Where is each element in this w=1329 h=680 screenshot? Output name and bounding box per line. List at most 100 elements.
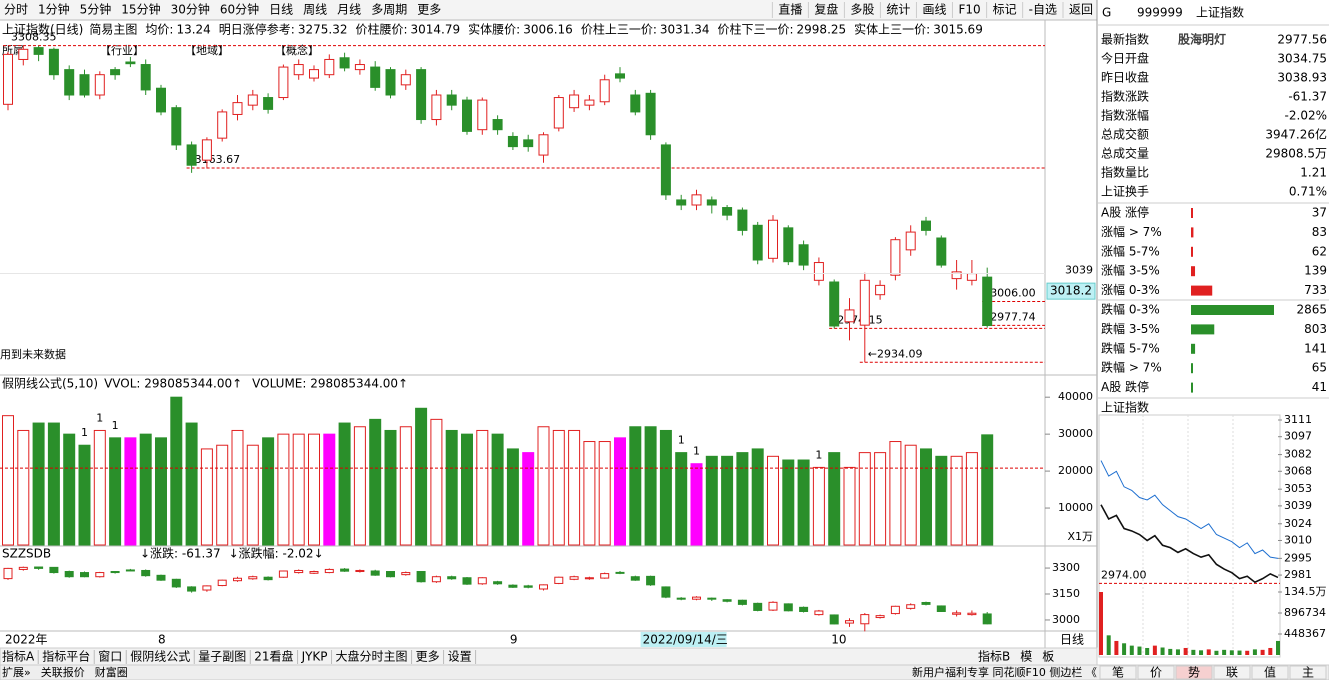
quote-value: 29808.5万 (1265, 147, 1327, 161)
volume-bar (2, 415, 14, 546)
volume-bar (63, 433, 76, 546)
nav-button[interactable]: 联 (1226, 666, 1238, 680)
tool-button[interactable]: 直播 (778, 3, 802, 17)
candle-body (354, 64, 365, 71)
indicator-tab[interactable]: 指标平台 (42, 649, 90, 664)
volume-bar (308, 433, 320, 546)
volume-bar (690, 463, 703, 546)
name: 上证指数 (1196, 5, 1244, 20)
volume-bar (277, 433, 290, 546)
volume-bar (200, 448, 213, 546)
indicator-tab[interactable]: 指标B (978, 649, 1010, 664)
tool-button[interactable]: 画线 (922, 3, 946, 17)
period-tab[interactable]: 15分钟 (121, 2, 160, 17)
intraday-volume-bar (1183, 647, 1188, 655)
signal-marker: 1 (112, 419, 119, 432)
period-tab[interactable]: 更多 (417, 3, 441, 17)
nav-button[interactable]: 主 (1302, 666, 1314, 680)
nav-button[interactable]: 价 (1150, 666, 1162, 680)
indicator-tab[interactable]: 量子副图 (198, 650, 246, 664)
intraday-volume-bar (1252, 649, 1257, 655)
quote-label: 总成交量 (1101, 146, 1149, 161)
mini-candle-body (860, 614, 870, 625)
nav-button[interactable]: 笔 (1112, 665, 1124, 680)
tool-button[interactable]: 标记 (993, 3, 1017, 17)
intraday-volume-bar (1260, 649, 1265, 655)
mini-candle-body (676, 597, 686, 600)
breadth-label: 跌幅 0-3% (1101, 302, 1160, 317)
candle-body (660, 144, 671, 196)
signal-marker: 1 (81, 426, 88, 439)
candle-body (798, 244, 809, 266)
period-tab[interactable]: 多周期 (371, 3, 407, 17)
y-tick-label: 896734 (1284, 606, 1326, 619)
nav-button[interactable]: 势 (1188, 666, 1200, 680)
volume-bar (583, 441, 596, 546)
quote-label: 最新指数 (1101, 32, 1149, 47)
tool-button[interactable]: 复盘 (814, 2, 838, 17)
candle-body (477, 99, 488, 131)
indicator-tab[interactable]: 窗口 (98, 650, 122, 664)
status-item[interactable]: 财富圈 (95, 665, 128, 679)
period-tab[interactable]: 周线 (303, 3, 327, 17)
mini-candle-body (3, 567, 13, 580)
mini-candle-body (508, 584, 518, 588)
period-tab[interactable]: 日线 (269, 3, 293, 17)
nav-button[interactable]: 值 (1264, 665, 1276, 680)
date-cursor: 2022/09/14/三 (643, 633, 728, 647)
candle-body (385, 69, 396, 96)
tool-button[interactable]: 返回 (1069, 3, 1093, 17)
period-label: 日线 (1060, 633, 1084, 647)
period-tab[interactable]: 5分钟 (80, 2, 112, 17)
breadth-bar (1191, 363, 1193, 374)
signal-marker: 1 (96, 411, 103, 424)
intraday-volume-bar (1237, 650, 1242, 655)
period-tab[interactable]: 30分钟 (171, 2, 210, 17)
toolbar-bg (0, 0, 1097, 20)
status-item[interactable]: 扩展» (2, 665, 31, 679)
indicator-tab[interactable]: 板 (1042, 650, 1054, 664)
cursor-box (1046, 282, 1096, 300)
indicator-tab[interactable]: 假阴线公式 (130, 650, 190, 664)
mini-candle-body (692, 596, 701, 600)
indicator-tab[interactable]: 模 (1020, 650, 1032, 664)
period-tab[interactable]: 1分钟 (38, 2, 70, 17)
indicator-tab[interactable]: 设置 (448, 650, 472, 664)
breadth-label: A股 跌停 (1101, 379, 1149, 394)
period-tab[interactable]: 分时 (4, 3, 28, 17)
candle-body (446, 94, 457, 106)
mini-candle-body (646, 575, 656, 586)
tool-button[interactable]: F10 (958, 3, 980, 17)
cursor-price: 3018.2 (1050, 284, 1092, 298)
signal-marker: 1 (815, 448, 822, 461)
mini-candle-body (737, 599, 747, 605)
period-tab[interactable]: 月线 (337, 3, 361, 17)
indicator-tab[interactable]: JYKP (301, 650, 328, 664)
volume-bar (384, 429, 397, 546)
candle-body (79, 74, 90, 96)
y-tick-label: 40000 (1058, 390, 1093, 403)
indicator-tab[interactable]: 指标A (2, 649, 35, 664)
volume-bar (430, 418, 443, 546)
mini-candle-body (278, 570, 288, 578)
mini-candle-body (707, 597, 717, 600)
indicator-tab[interactable]: 更多 (416, 650, 440, 664)
status-item[interactable]: 关联报价 (41, 665, 85, 679)
breadth-bar (1191, 227, 1194, 238)
reference-label: 3163.67 (195, 153, 241, 166)
volume-bar (17, 429, 30, 546)
indicator-tab[interactable]: 大盘分时主图 (336, 649, 408, 664)
tool-button[interactable]: 多股 (850, 3, 874, 17)
candle-body (768, 219, 778, 259)
indicator-tab[interactable]: 21看盘 (254, 649, 293, 664)
mini-candle-body (309, 571, 319, 574)
mini-candle-body (982, 613, 992, 625)
candle-body (599, 79, 610, 103)
period-tab[interactable]: 60分钟 (220, 2, 259, 17)
tool-button[interactable]: -自选 (1029, 3, 1057, 17)
volume-bar (721, 455, 734, 546)
mini-candle-body (523, 585, 533, 588)
candle-body (844, 309, 855, 323)
tool-button[interactable]: 统计 (886, 3, 910, 17)
volume-bar (476, 429, 489, 546)
